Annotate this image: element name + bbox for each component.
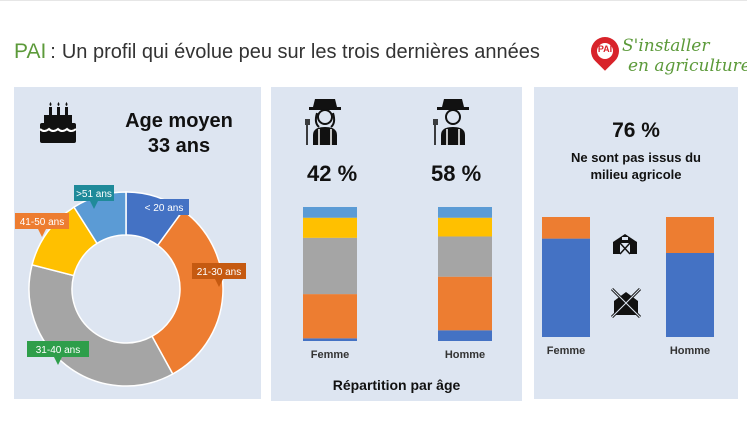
no-barn-icon	[610, 287, 642, 319]
male-farmer-icon	[433, 99, 469, 145]
origin-bar-homme-seg-0	[666, 253, 714, 337]
age-donut-chart: < 20 ans 21-30 ans 31-40 ans 41-50 ans >51 a…	[15, 185, 246, 387]
title-prefix: PAI	[14, 40, 47, 63]
barn-icon	[613, 234, 637, 255]
page-title: PAI: Un profil qui évolue peu sur les tro…	[14, 40, 540, 64]
donut-slice-1	[150, 209, 224, 376]
gender-chart-footer: Répartition par âge	[332, 377, 461, 393]
logo-line1: S'installer	[622, 36, 710, 56]
svg-text:41-50 ans: 41-50 ans	[20, 217, 64, 228]
gender-bar-femme-seg-4	[303, 207, 357, 218]
svg-text:>51 ans: >51 ans	[76, 189, 112, 200]
donut-label-0: < 20 ans	[139, 199, 189, 223]
donut-slice-2	[28, 263, 174, 387]
svg-text:31-40 ans: 31-40 ans	[36, 345, 80, 356]
non-agri-text: Ne sont pas issus du milieu agricole	[534, 149, 738, 183]
homme-percentage: 58 %	[431, 161, 482, 186]
origin-bar-femme-seg-1	[542, 217, 590, 239]
gender-bar-label-0: Femme	[311, 349, 350, 361]
average-age-title: Age moyen 33 ans	[104, 109, 254, 159]
title-text: Un profil qui évolue peu sur les trois d…	[61, 41, 540, 63]
non-agri-text-line1: Ne sont pas issus du	[570, 150, 702, 165]
logo-line2: en agriculture	[628, 56, 747, 76]
female-farmer-icon	[305, 99, 341, 145]
femme-percentage: 42 %	[307, 161, 358, 186]
svg-text:21-30 ans: 21-30 ans	[197, 267, 241, 278]
origin-bar-femme-seg-0	[542, 238, 590, 337]
gender-bar-homme-seg-3	[438, 217, 492, 237]
gender-bar-homme-seg-4	[438, 207, 492, 218]
gender-bar-label-1: Homme	[445, 349, 485, 361]
top-divider	[0, 0, 747, 1]
origin-panel: 76 % Ne sont pas issus du milieu agricol…	[534, 87, 738, 399]
non-agri-percentage: 76 %	[612, 119, 660, 142]
donut-label-1: 21-30 ans	[192, 263, 246, 287]
non-agri-text-line2: milieu agricole	[590, 167, 682, 182]
gender-bar-femme-seg-0	[303, 338, 357, 341]
birthday-cake-icon	[39, 102, 77, 143]
age-by-gender-chart: Femme Homme	[303, 207, 492, 361]
gender-bar-femme-seg-2	[303, 237, 357, 295]
brand-logo: PAI S'installer en agriculture	[585, 31, 747, 90]
logo-badge: PAI	[597, 44, 613, 54]
donut-label-2: 31-40 ans	[27, 341, 89, 365]
gender-bar-femme-seg-1	[303, 294, 357, 339]
average-age-label: Age moyen	[125, 110, 233, 132]
origin-bar-label-0: Femme	[547, 345, 586, 357]
gender-bar-homme-seg-2	[438, 236, 492, 277]
origin-chart: Femme Homme	[542, 217, 714, 357]
average-age-value: 33 ans	[147, 135, 211, 157]
svg-text:< 20 ans: < 20 ans	[145, 203, 184, 214]
age-panel: Age moyen 33 ans < 20 ans 21-30 ans 31-40 …	[14, 87, 261, 399]
donut-label-4: >51 ans	[74, 185, 114, 209]
origin-bar-label-1: Homme	[670, 345, 710, 357]
gender-bar-homme-seg-1	[438, 276, 492, 331]
title-colon: :	[50, 41, 56, 63]
gender-bar-homme-seg-0	[438, 330, 492, 341]
gender-panel: 42 % 58 % Femme Homme Répartition par âge	[271, 87, 522, 401]
origin-bar-homme-seg-1	[666, 217, 714, 253]
donut-label-3: 41-50 ans	[15, 213, 69, 237]
gender-bar-femme-seg-3	[303, 217, 357, 238]
